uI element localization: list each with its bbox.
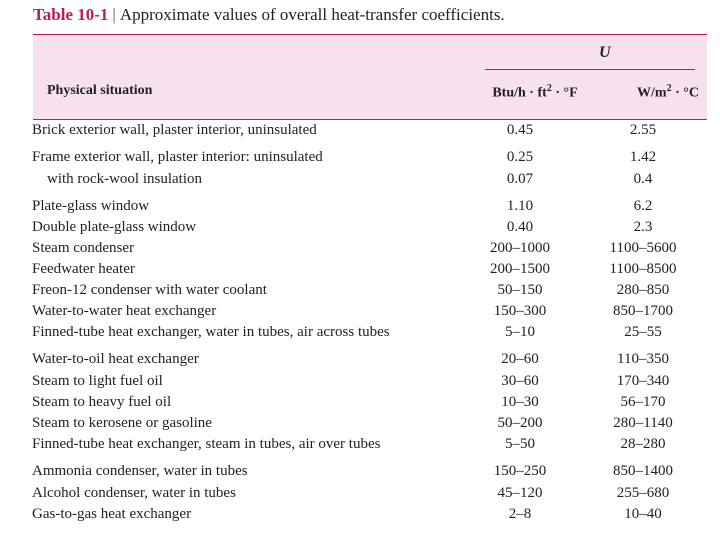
situation-cell: Alcohol condenser, water in tubes (32, 485, 236, 501)
situation-cell: Frame exterior wall, plaster interior: u… (32, 149, 323, 165)
table-row: Feedwater heater 200–1500 1100–8500 (0, 261, 720, 281)
situation-cell: Steam to heavy fuel oil (32, 394, 172, 410)
btu-cell: 0.45 (506, 122, 534, 138)
table-number: Table 10-1 (33, 5, 109, 24)
si-cell: 280–1140 (613, 415, 673, 431)
table-row: Steam condenser 200–1000 1100–5600 (0, 240, 720, 260)
btu-cell: 20–60 (501, 351, 539, 367)
table-row: Frame exterior wall, plaster interior: u… (0, 149, 720, 169)
btu-cell: 10–30 (501, 394, 539, 410)
table-row: Steam to light fuel oil 30–60 170–340 (0, 373, 720, 393)
situation-cell: Steam to kerosene or gasoline (32, 415, 212, 431)
si-cell: 56–170 (620, 394, 666, 410)
situation-cell: Steam condenser (32, 240, 135, 256)
table-row: Steam to kerosene or gasoline 50–200 280… (0, 415, 720, 435)
situation-cell: Double plate-glass window (32, 219, 197, 235)
situation-cell: Freon-12 condenser with water coolant (32, 282, 267, 298)
situation-cell: Water-to-oil heat exchanger (32, 351, 199, 367)
physical-situation-header: Physical situation (47, 83, 153, 98)
btu-cell: 200–1500 (490, 261, 550, 277)
u-symbol-header: U (599, 44, 611, 61)
title-separator: | (112, 5, 116, 24)
table-row: Brick exterior wall, plaster interior, u… (0, 122, 720, 142)
btu-cell: 50–200 (497, 415, 543, 431)
btu-cell: 150–300 (493, 303, 547, 319)
btu-cell: 50–150 (497, 282, 543, 298)
situation-cell: Gas-to-gas heat exchanger (32, 506, 192, 522)
btu-cell: 0.25 (506, 149, 534, 165)
btu-unit-header: Btu/h · ft2 · °F (492, 83, 578, 101)
btu-cell: 200–1000 (490, 240, 550, 256)
table-row: with rock-wool insulation 0.07 0.4 (0, 171, 720, 191)
si-cell: 6.2 (633, 198, 653, 214)
si-cell: 280–850 (616, 282, 670, 298)
btu-cell: 0.07 (506, 171, 534, 187)
btu-cell: 1.10 (506, 198, 534, 214)
table-title: Table 10-1 | Approximate values of overall… (33, 5, 505, 25)
btu-cell: 5–50 (505, 436, 535, 452)
si-cell: 25–55 (624, 324, 662, 340)
si-cell: 110–350 (617, 351, 669, 367)
si-cell: 850–1700 (613, 303, 673, 319)
si-cell: 28–280 (620, 436, 666, 452)
btu-cell: 30–60 (501, 373, 539, 389)
table-row: Freon-12 condenser with water coolant 50… (0, 282, 720, 302)
table-row: Finned-tube heat exchanger, water in tub… (0, 324, 720, 344)
si-cell: 255–680 (616, 485, 670, 501)
btu-cell: 150–250 (493, 463, 547, 479)
si-cell: 2.55 (629, 122, 657, 138)
btu-cell: 0.40 (506, 219, 534, 235)
table-row: Finned-tube heat exchanger, steam in tub… (0, 436, 720, 456)
table-row: Alcohol condenser, water in tubes 45–120… (0, 485, 720, 505)
table-caption: Approximate values of overall heat-trans… (119, 5, 505, 24)
situation-cell: Steam to light fuel oil (32, 373, 163, 389)
situation-cell: Brick exterior wall, plaster interior, u… (32, 122, 317, 138)
table-row: Steam to heavy fuel oil 10–30 56–170 (0, 394, 720, 414)
si-cell: 1100–5600 (609, 240, 677, 256)
table-row: Ammonia condenser, water in tubes 150–25… (0, 463, 720, 483)
si-cell: 850–1400 (613, 463, 673, 479)
si-cell: 0.4 (633, 171, 653, 187)
situation-cell: with rock-wool insulation (47, 171, 202, 187)
situation-cell: Finned-tube heat exchanger, water in tub… (32, 324, 390, 340)
situation-cell: Plate-glass window (32, 198, 150, 214)
table-header: U Physical situation Btu/h · ft2 · °F W/… (33, 34, 707, 120)
table-row: Water-to-water heat exchanger 150–300 85… (0, 303, 720, 323)
si-cell: 10–40 (624, 506, 662, 522)
btu-cell: 45–120 (497, 485, 543, 501)
u-header-rule (485, 69, 695, 70)
btu-cell: 2–8 (508, 506, 532, 522)
si-unit-header: W/m2 · °C (637, 83, 699, 101)
si-cell: 1.42 (629, 149, 657, 165)
si-cell: 170–340 (616, 373, 670, 389)
situation-cell: Ammonia condenser, water in tubes (32, 463, 248, 479)
table-row: Water-to-oil heat exchanger 20–60 110–35… (0, 351, 720, 371)
situation-cell: Finned-tube heat exchanger, steam in tub… (32, 436, 381, 452)
table-row: Plate-glass window 1.10 6.2 (0, 198, 720, 218)
situation-cell: Feedwater heater (32, 261, 135, 277)
table-row: Double plate-glass window 0.40 2.3 (0, 219, 720, 239)
btu-cell: 5–10 (505, 324, 535, 340)
si-cell: 2.3 (633, 219, 653, 235)
si-cell: 1100–8500 (609, 261, 677, 277)
situation-cell: Water-to-water heat exchanger (32, 303, 217, 319)
table-row: Gas-to-gas heat exchanger 2–8 10–40 (0, 506, 720, 526)
